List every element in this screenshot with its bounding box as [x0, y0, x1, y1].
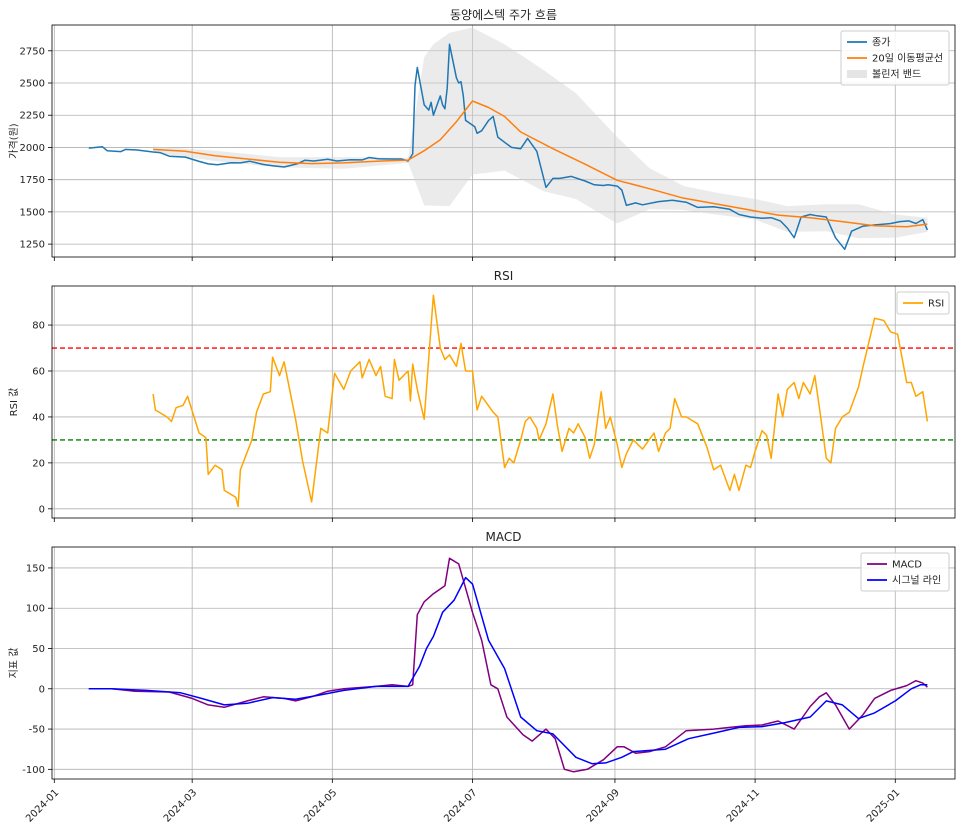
y-tick-label: 2000 — [20, 143, 45, 154]
series-line-1 — [152, 294, 929, 508]
series-line-2 — [88, 576, 928, 765]
series-line-2 — [153, 100, 928, 228]
y-tick-label: -100 — [22, 765, 45, 776]
y-tick-label: 1750 — [20, 175, 45, 186]
series-line-1 — [88, 557, 928, 773]
axes-frame — [51, 285, 956, 519]
y-tick-label: 2500 — [20, 79, 45, 90]
legend-swatch — [847, 70, 867, 78]
y-axis-label: 지표 값 — [8, 648, 20, 679]
legend-box — [840, 30, 950, 86]
y-tick-label: -50 — [29, 725, 45, 736]
plot-area — [88, 27, 929, 251]
panel-title: MACD — [486, 530, 522, 544]
y-tick-label: 150 — [26, 563, 45, 574]
legend: MACD 시그널 라인 — [860, 552, 950, 592]
y-tick-label: 50 — [32, 644, 45, 655]
y-tick-label: 20 — [32, 458, 45, 469]
legend-label: MACD — [892, 560, 922, 571]
panel-2: 0 20 40 60 80 RSI RSI 값 RSI — [8, 269, 956, 522]
y-tick-label: 100 — [26, 604, 45, 615]
panel-title: RSI — [494, 269, 514, 283]
legend-box — [860, 552, 950, 592]
y-tick-label: 1250 — [20, 240, 45, 251]
plot-area — [88, 557, 928, 773]
y-tick-label: 0 — [39, 684, 45, 695]
axes-frame — [51, 24, 956, 258]
y-tick-label: 60 — [32, 366, 45, 377]
axes-frame — [51, 546, 956, 780]
bollinger-band — [153, 27, 928, 239]
legend-label: 종가 — [872, 37, 890, 49]
panel-1: 1250 1500 1750 2000 2250 2500 2750 동양에스텍 주가 흐름가… — [7, 8, 956, 261]
y-tick-label: 2750 — [20, 46, 45, 57]
y-tick-label: 1500 — [20, 207, 45, 218]
legend-label: 시그널 라인 — [892, 575, 941, 587]
y-tick-label: 40 — [32, 412, 45, 423]
legend-label: 20일 이동평균선 — [872, 53, 943, 65]
legend-label: RSI — [928, 299, 944, 310]
plot-area — [52, 294, 955, 508]
panel-title: 동양에스텍 주가 흐름 — [450, 8, 557, 22]
y-tick-label: 2250 — [20, 111, 45, 122]
y-axis-label: 가격(원) — [7, 123, 20, 159]
legend-label: 볼린저 밴드 — [872, 69, 921, 81]
legend: RSI — [896, 291, 950, 315]
y-tick-label: 0 — [39, 504, 45, 515]
y-tick-label: 80 — [32, 321, 45, 332]
series-line-1 — [88, 43, 929, 251]
y-axis-label: RSI 값 — [8, 388, 20, 417]
